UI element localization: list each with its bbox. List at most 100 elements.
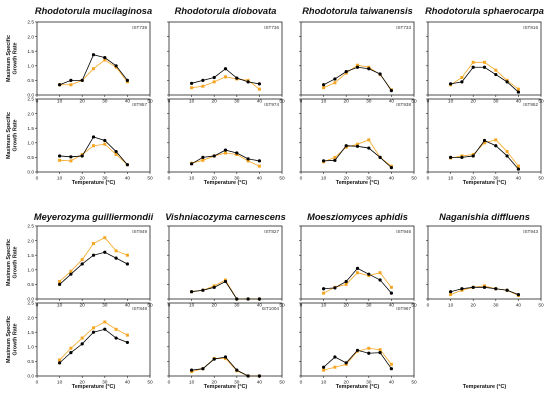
black-series-point: [333, 286, 337, 290]
species-title-rhodotorula-sphaerocarpa: Rhodotorula sphaerocarpa: [425, 6, 544, 16]
orange-series-point: [505, 150, 509, 154]
strain-label: IST849: [132, 229, 147, 234]
orange-series-point: [494, 68, 498, 72]
black-series-point: [367, 67, 371, 71]
strain-label: IST739: [132, 25, 147, 30]
x-tick-label: 30: [366, 99, 372, 105]
orange-series-point: [367, 138, 371, 142]
x-tick-label: 30: [102, 176, 108, 182]
x-tick-label: 30: [102, 380, 108, 386]
x-tick-label: 0: [36, 380, 39, 386]
y-tick-label: 1.5: [27, 49, 34, 55]
x-tick-label: 50: [538, 176, 544, 182]
black-series-point: [257, 82, 261, 86]
black-series-point: [246, 157, 250, 161]
species-title-rhodotorula-diobovata: Rhodotorula diobovata: [175, 6, 277, 16]
orange-series-point: [58, 279, 62, 283]
orange-series-point: [125, 253, 129, 257]
black-series-point: [460, 155, 464, 159]
black-series-point: [114, 256, 118, 260]
orange-series-point: [92, 242, 95, 246]
black-series-point: [516, 167, 521, 171]
strain-label: IST733: [396, 25, 411, 30]
x-tick-label: 30: [234, 380, 240, 386]
x-tick-label: 30: [234, 303, 240, 309]
black-series-point: [471, 65, 475, 69]
black-series-point: [494, 72, 498, 77]
black-series-point: [516, 90, 521, 94]
orange-series-point: [449, 293, 453, 297]
panel-frame: [168, 225, 283, 300]
panel-frame: [427, 98, 542, 173]
black-series-point: [91, 330, 96, 334]
panel-ist848: 0.0 0.5 1.0 1.5 2.0 2.5 0 10 20 30 40 50 IST848: [27, 301, 153, 386]
x-tick-label: 30: [102, 99, 108, 105]
orange-series-point: [190, 86, 194, 90]
orange-series-point: [246, 159, 250, 163]
black-series-point: [333, 158, 337, 162]
black-series-point: [69, 351, 73, 355]
black-series-point: [69, 78, 73, 82]
black-series-point: [449, 82, 453, 86]
y-tick-label: 0.5: [27, 155, 34, 161]
species-title-naganishia-diffluens: Naganishia diffluens: [439, 212, 530, 222]
black-series-point: [80, 78, 84, 82]
black-series-point: [333, 77, 337, 81]
x-tick-label: 20: [344, 99, 350, 105]
black-series-point: [114, 336, 118, 340]
black-series-point: [80, 262, 84, 266]
x-tick-label: 50: [147, 380, 153, 386]
orange-series-point: [201, 158, 205, 162]
black-series-point: [355, 65, 360, 69]
black-series-point: [235, 76, 239, 80]
x-tick-label: 20: [344, 380, 350, 386]
orange-series-point: [58, 358, 62, 362]
black-series-point: [344, 70, 348, 74]
black-series-point: [322, 159, 326, 163]
x-tick-label: 40: [516, 99, 522, 105]
x-tick-label: 10: [448, 176, 454, 182]
black-series-point: [389, 166, 393, 170]
y-tick-label: 2.0: [27, 238, 34, 244]
black-series-point: [125, 340, 129, 345]
panel-frame: [36, 98, 151, 173]
y-tick-label: 1.0: [27, 64, 34, 70]
panel-frame: [300, 225, 415, 300]
x-tick-label: 10: [57, 380, 63, 386]
black-series-point: [223, 279, 228, 284]
x-tick-label: 10: [57, 176, 63, 182]
black-series-point: [494, 287, 498, 291]
black-series-point: [246, 297, 250, 301]
x-tick-label: 10: [321, 380, 327, 386]
black-series-point: [114, 149, 118, 154]
black-series-point: [58, 83, 62, 87]
black-series-point: [494, 144, 498, 148]
panel-frame: [36, 302, 151, 377]
y-tick-label: 2.0: [27, 111, 34, 117]
x-tick-label: 40: [516, 303, 522, 309]
orange-series-point: [69, 269, 73, 273]
orange-series-point: [114, 327, 118, 331]
panel-frame: [168, 21, 283, 96]
x-tick-label: 40: [389, 303, 395, 309]
y-tick-label: 1.5: [27, 126, 34, 132]
x-tick-label: 40: [125, 380, 131, 386]
orange-series-point: [80, 258, 84, 262]
black-series-point: [246, 374, 250, 378]
black-series-point: [460, 80, 464, 84]
orange-series-point: [69, 159, 73, 163]
x-tick-label: 40: [125, 303, 131, 309]
black-series-point: [91, 135, 96, 139]
y-tick-label: 1.0: [27, 268, 34, 274]
x-tick-label: 30: [366, 176, 372, 182]
orange-series-point: [103, 142, 107, 146]
strain-label: IST943: [523, 229, 538, 234]
black-series-point: [367, 272, 371, 276]
x-tick-label: 30: [493, 303, 499, 309]
y-tick-label: 2.5: [27, 97, 34, 103]
orange-series-line: [323, 64, 392, 90]
panel-frame: [300, 302, 415, 377]
